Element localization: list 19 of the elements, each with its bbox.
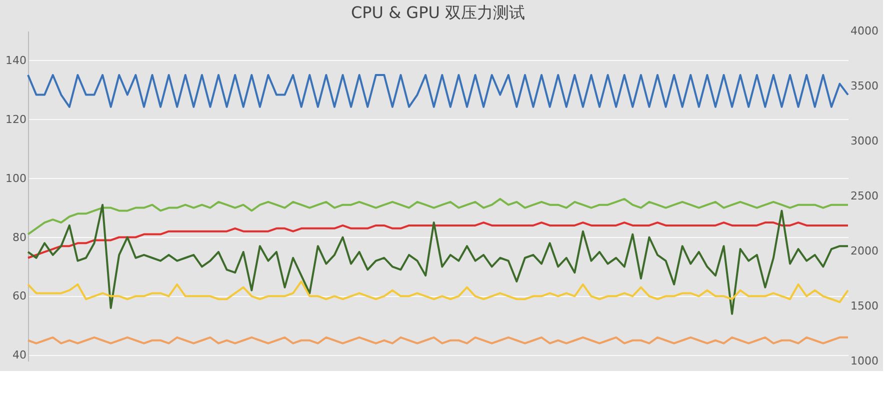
y-tick-label: 60 <box>12 290 26 303</box>
line-series <box>27 198 849 236</box>
y2-tick-label: 2000 <box>850 244 878 258</box>
y-tick-label: 120 <box>6 112 26 126</box>
y-tick-label: 140 <box>6 54 26 67</box>
y-tick-label: 40 <box>12 348 26 362</box>
y-tick-label: 100 <box>6 172 26 185</box>
y2-tick-label: 4000 <box>850 24 878 38</box>
y2-tick-label: 2500 <box>850 190 878 202</box>
line-series <box>27 280 849 304</box>
line-series <box>27 204 849 315</box>
y2-tick-label: 3500 <box>850 80 878 92</box>
line-series <box>27 222 849 259</box>
line-series <box>27 74 849 108</box>
chart-title: CPU & GPU 双压力测试 <box>350 3 526 22</box>
y-tick-label: 80 <box>12 230 26 244</box>
y2-tick-label: 1500 <box>850 300 878 312</box>
y2-tick-label: 3000 <box>850 134 878 148</box>
y2-tick-label: 1000 <box>850 354 878 368</box>
